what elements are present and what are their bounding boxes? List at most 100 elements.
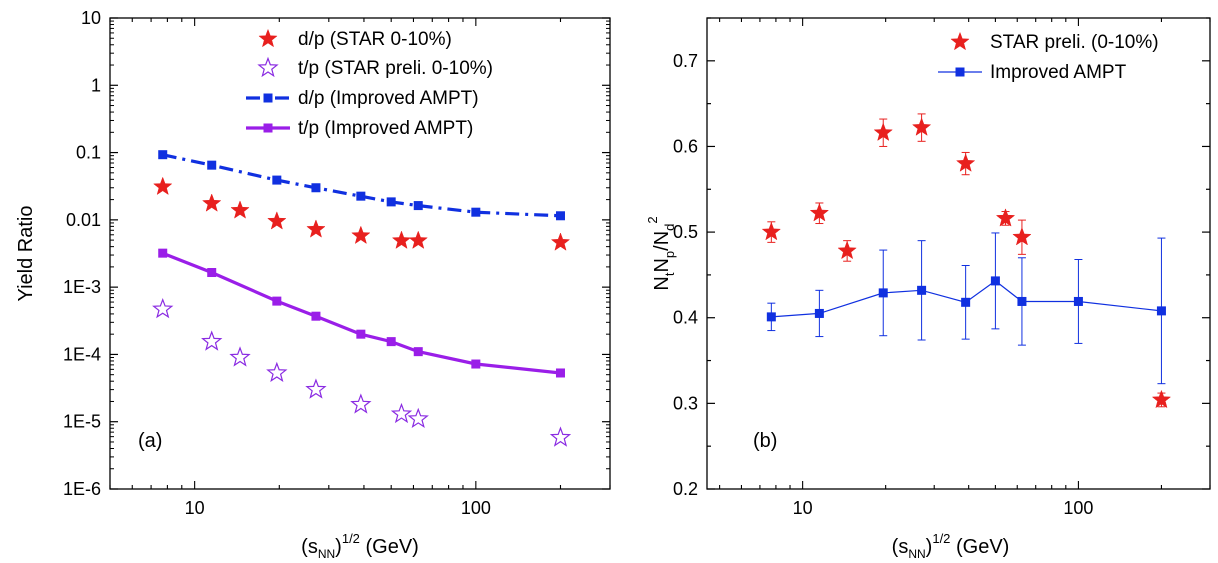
y-tick-label: 0.5 <box>673 222 698 242</box>
data-point <box>761 221 782 241</box>
data-point <box>917 285 927 295</box>
series-1 <box>152 297 572 447</box>
x-axis-title: (sNN)1/2 (GeV) <box>301 531 419 561</box>
y-axis-title: Yield Ratio <box>15 206 37 302</box>
legend: d/p (STAR 0-10%) t/p (STAR preli. 0-10%) d… <box>246 28 493 139</box>
data-point <box>158 150 168 160</box>
data-point <box>153 176 173 196</box>
y-tick-label: 1 <box>91 75 101 95</box>
legend-marker <box>258 28 278 48</box>
y-tick-label: 0.1 <box>76 143 101 163</box>
data-point <box>555 211 565 221</box>
legend-marker <box>263 93 273 103</box>
plot-frame <box>109 17 611 490</box>
data-point <box>272 175 282 185</box>
legend-label: t/p (STAR preli. 0-10%) <box>298 58 493 79</box>
data-point <box>471 207 481 217</box>
data-point <box>229 346 251 367</box>
y-tick-label: 0.6 <box>673 136 698 156</box>
data-point <box>1073 296 1083 306</box>
series-line <box>162 251 561 375</box>
plot-frame <box>706 17 1211 490</box>
x-tick-label: 10 <box>185 498 205 518</box>
x-tick-label: 100 <box>461 498 491 518</box>
x-axis-title: (sNN)1/2 (GeV) <box>892 531 1010 561</box>
legend-label: STAR preli. (0-10%) <box>990 32 1159 53</box>
legend-marker <box>950 31 970 51</box>
y-tick-label: 10 <box>81 8 101 28</box>
legend-marker <box>955 67 965 77</box>
legend-label: t/p (Improved AMPT) <box>298 118 473 139</box>
data-point <box>837 240 857 260</box>
y-tick-label: 0.01 <box>66 210 101 230</box>
data-point <box>356 329 366 339</box>
x-tick-label: 10 <box>793 498 813 518</box>
y-tick-label: 0.7 <box>673 51 698 71</box>
data-point <box>961 297 971 307</box>
data-point <box>995 208 1016 227</box>
series-0 <box>761 113 1172 409</box>
panel-a-chart: 10 1 0.1 0.01 1E-3 1E-4 1E-5 1E-6 10 100 (sNN)1/2 … <box>15 8 611 561</box>
data-point <box>407 407 429 428</box>
legend-label: d/p (Improved AMPT) <box>298 88 479 109</box>
data-point <box>1156 306 1166 316</box>
data-point <box>408 230 428 249</box>
x-tick-label: 100 <box>1063 498 1093 518</box>
y-tick-label: 0.4 <box>673 308 698 328</box>
series-line <box>162 153 561 218</box>
data-point <box>267 211 287 230</box>
data-point <box>1012 227 1032 246</box>
legend-marker <box>257 56 279 78</box>
series-2 <box>158 150 565 221</box>
data-point <box>1151 389 1172 409</box>
data-point <box>207 160 217 170</box>
data-point <box>305 378 327 399</box>
data-point <box>391 230 412 249</box>
data-point <box>202 193 222 212</box>
data-point <box>351 225 371 245</box>
panel-label: (a) <box>138 430 162 452</box>
series-3 <box>158 248 565 378</box>
data-point <box>990 276 1000 286</box>
data-point <box>814 308 824 318</box>
data-point <box>356 191 366 201</box>
data-point <box>555 368 565 378</box>
data-point <box>1017 296 1027 306</box>
data-point <box>809 203 830 222</box>
y-tick-label: 1E-4 <box>63 344 101 364</box>
data-point <box>306 219 326 238</box>
data-point <box>311 183 321 193</box>
y-axis-title: NtNp/Nd2 <box>645 216 677 290</box>
data-point <box>158 248 168 258</box>
y-tick-label: 1E-6 <box>63 479 101 499</box>
data-point <box>550 232 571 251</box>
data-point <box>386 337 396 347</box>
data-point <box>207 268 217 278</box>
series-1 <box>766 232 1166 385</box>
legend: STAR preli. (0-10%) Improved AMPT <box>938 31 1159 83</box>
data-point <box>272 296 282 306</box>
data-point <box>413 201 423 211</box>
data-point <box>152 297 174 319</box>
data-point <box>471 359 481 369</box>
data-point <box>878 288 888 298</box>
data-point <box>911 117 932 136</box>
data-point <box>413 347 423 357</box>
y-tick-label: 1E-3 <box>63 277 101 297</box>
data-point <box>549 426 572 447</box>
data-point <box>766 312 776 322</box>
legend-label: Improved AMPT <box>990 62 1127 83</box>
data-point <box>266 361 288 383</box>
data-point <box>201 330 223 351</box>
data-point <box>390 402 413 424</box>
data-point <box>386 197 396 207</box>
legend-marker <box>263 123 273 133</box>
y-tick-label: 0.3 <box>673 393 698 413</box>
data-point <box>873 122 893 142</box>
panel-label: (b) <box>753 430 777 452</box>
y-tick-label: 1E-5 <box>63 412 101 432</box>
legend-label: d/p (STAR 0-10%) <box>298 29 452 50</box>
panel-b-chart: 0.2 0.3 0.4 0.5 0.6 0.7 10 100 (sNN)1/2 (GeV) NtN… <box>645 17 1211 561</box>
data-point <box>955 153 976 172</box>
